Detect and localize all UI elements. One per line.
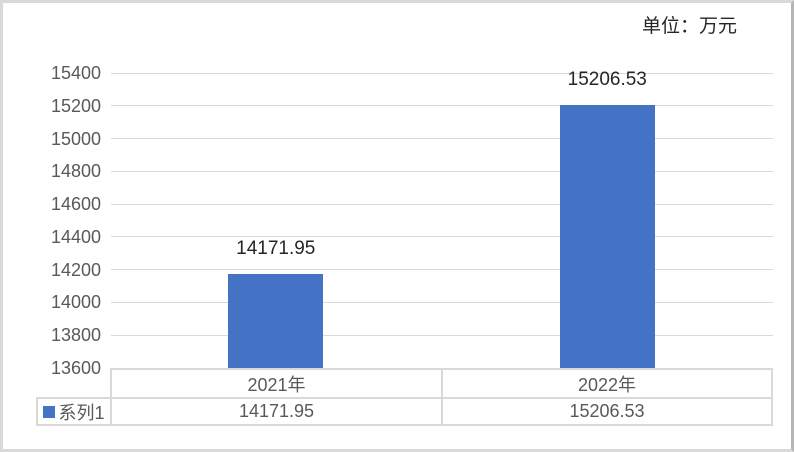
y-axis-tick-label: 13600 — [50, 358, 101, 378]
value-cell-2021: 14171.95 — [110, 397, 443, 426]
y-axis-tick-label: 15400 — [50, 63, 101, 83]
gridline — [111, 72, 773, 74]
unit-label: 单位：万元 — [641, 16, 737, 37]
gridline — [111, 334, 773, 336]
category-header-2022: 2022年 — [441, 368, 773, 399]
data-label-2022年: 15206.53 — [567, 68, 647, 90]
gridline — [111, 138, 773, 140]
legend-label: 系列1 — [58, 402, 105, 423]
y-axis-tick-label: 14400 — [50, 226, 101, 247]
bar-2022年 — [559, 104, 655, 368]
legend-cell: 系列1 — [36, 397, 112, 426]
gridline — [111, 170, 773, 172]
y-axis-tick-label: 14600 — [50, 194, 101, 215]
y-axis-tick-label: 14000 — [50, 292, 101, 313]
data-label-2021年: 14171.95 — [236, 238, 316, 260]
gridline — [111, 301, 773, 303]
y-axis-tick-label: 13800 — [50, 325, 101, 346]
legend-swatch-icon — [43, 405, 56, 418]
y-axis-tick-label: 15000 — [50, 128, 101, 149]
value-cell-2022: 15206.53 — [441, 397, 773, 426]
gridline — [111, 105, 773, 107]
bar-2021年 — [228, 274, 324, 368]
gridline — [111, 203, 773, 205]
y-axis-tick-label: 15200 — [50, 95, 101, 116]
y-axis-tick-label: 14200 — [50, 259, 101, 280]
gridline — [111, 236, 773, 238]
gridline — [111, 269, 773, 271]
plot-area: 15400 15200 15000 14800 14600 14400 14200 14000… — [3, 3, 791, 449]
category-header-2021: 2021年 — [110, 368, 443, 399]
y-axis-tick-label: 14800 — [50, 161, 101, 182]
